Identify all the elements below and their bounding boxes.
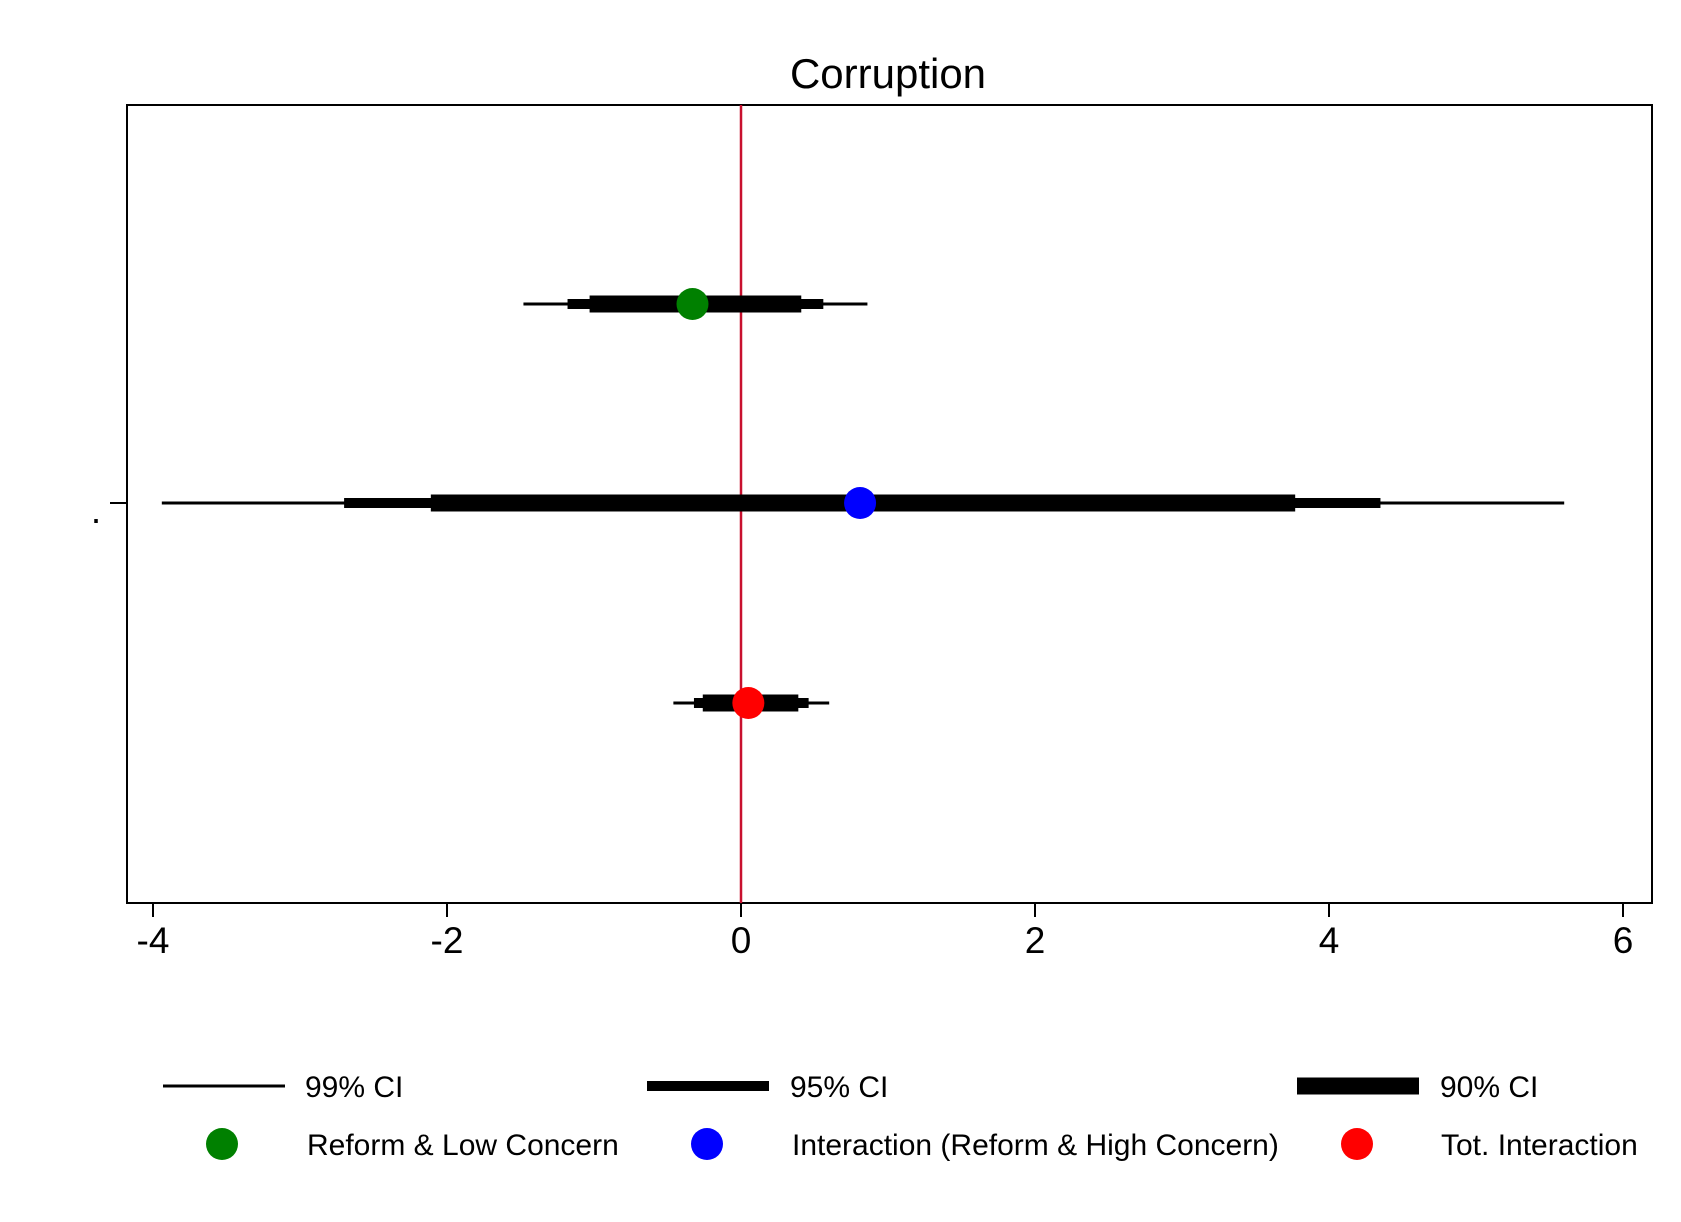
legend-marker — [1341, 1128, 1373, 1160]
x-tick-label: 2 — [1025, 920, 1046, 961]
x-tick-label: 4 — [1319, 920, 1340, 961]
legend-marker — [206, 1128, 238, 1160]
legend-marker — [691, 1128, 723, 1160]
x-tick-label: -4 — [137, 920, 170, 961]
legend: 99% CI 95% CI 90% CI Reform & Low Concern In… — [163, 1071, 1638, 1162]
legend-label: 90% CI — [1440, 1071, 1538, 1104]
legend-label: Reform & Low Concern — [307, 1129, 619, 1162]
point-estimate — [676, 288, 709, 320]
legend-label: 95% CI — [790, 1071, 888, 1104]
y-tick-label: . — [91, 490, 101, 531]
chart-title: Corruption — [790, 50, 986, 97]
legend-label: 99% CI — [305, 1071, 403, 1104]
point-estimate — [844, 487, 877, 519]
x-tick-label: 6 — [1613, 920, 1634, 961]
x-tick-label: 0 — [731, 920, 752, 961]
x-tick-label: -2 — [431, 920, 464, 961]
legend-label: Interaction (Reform & High Concern) — [792, 1129, 1279, 1162]
legend-label: Tot. Interaction — [1441, 1129, 1638, 1162]
point-estimate — [732, 687, 765, 719]
